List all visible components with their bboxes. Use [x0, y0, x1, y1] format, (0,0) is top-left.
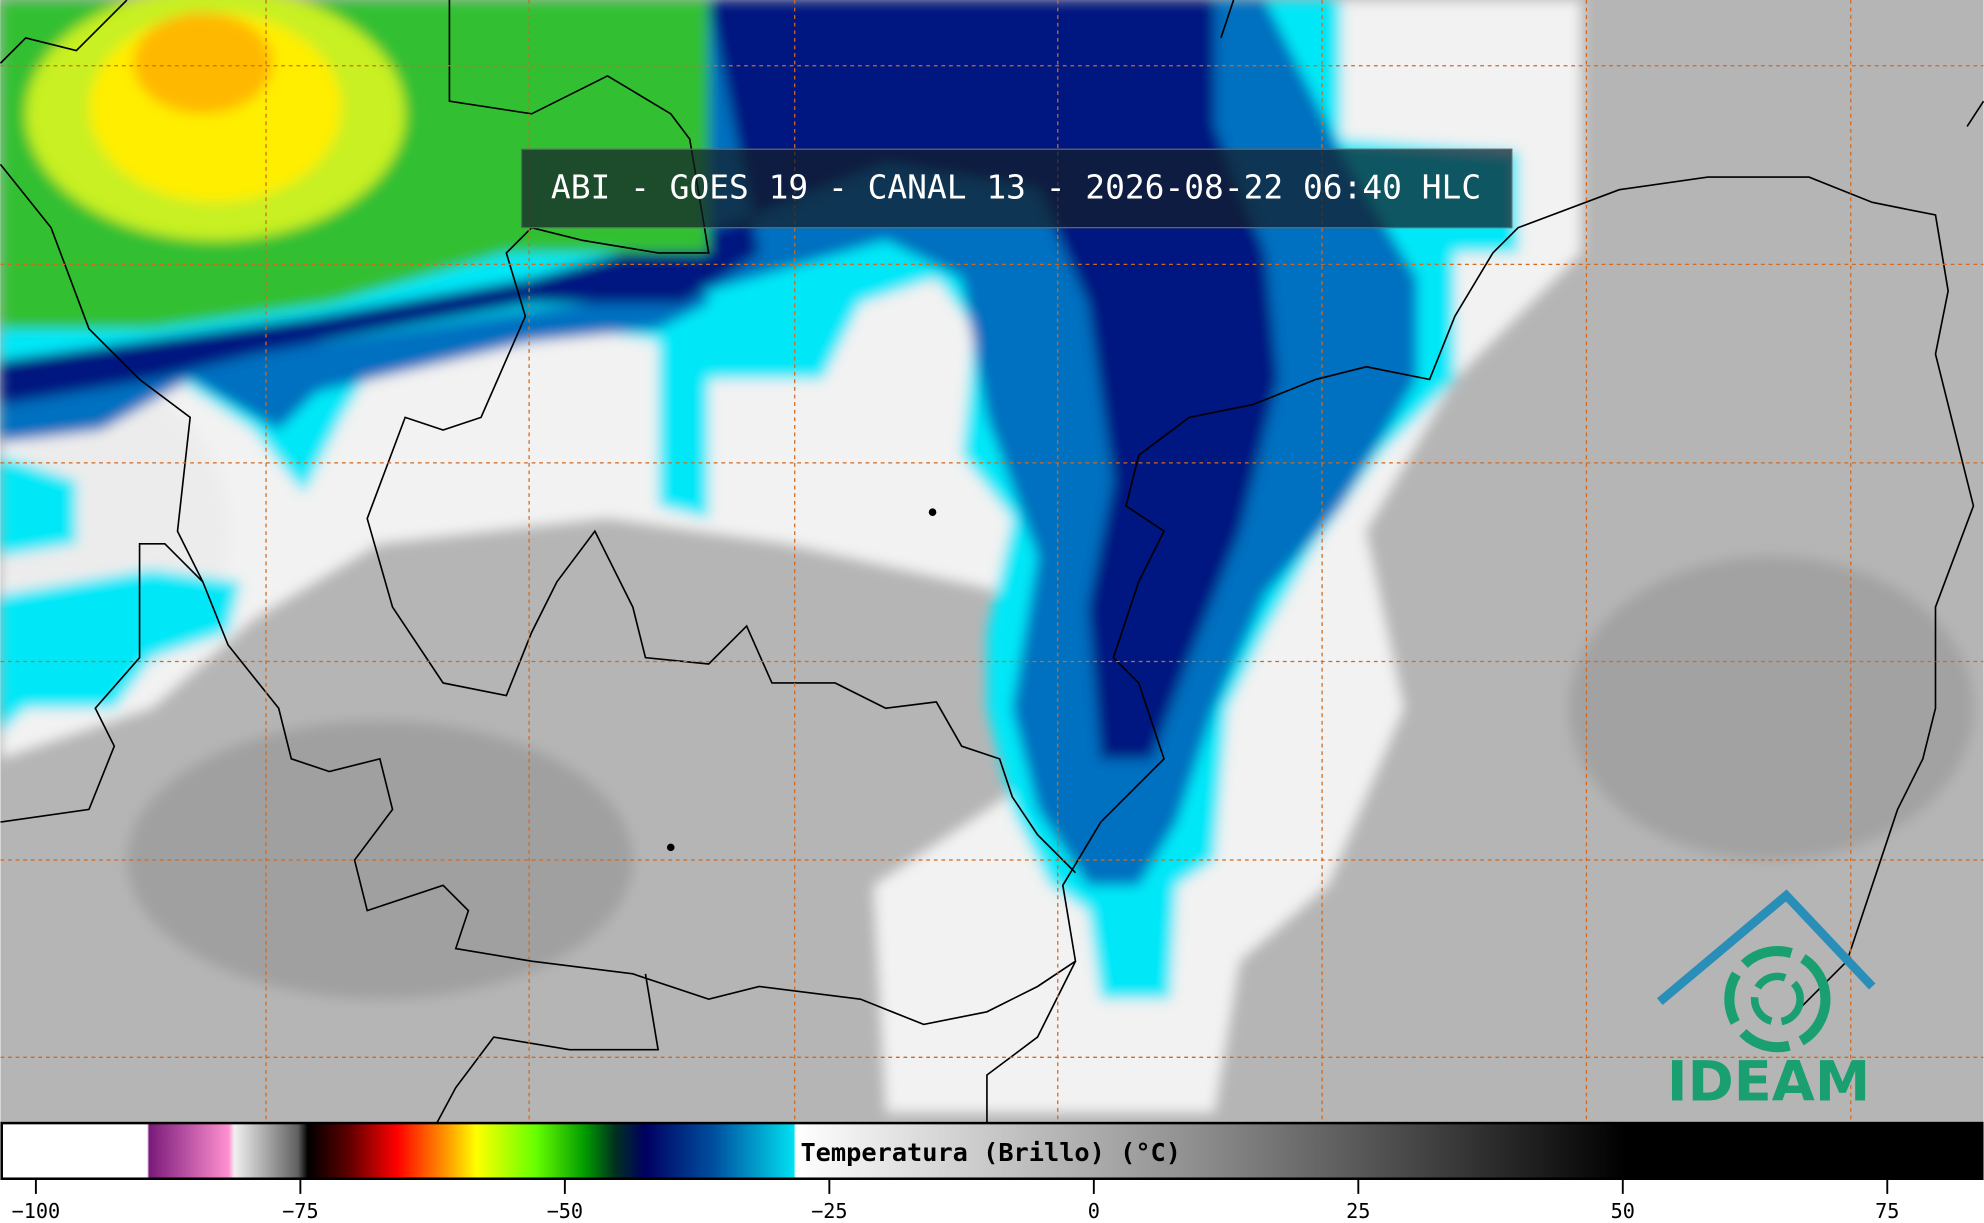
logo-text: IDEAM: [1667, 1049, 1870, 1114]
city-dot: [666, 843, 675, 852]
logo: IDEAM: [1656, 889, 1876, 1114]
border: [1966, 100, 1984, 127]
logo-swirl: [1724, 946, 1831, 1053]
tick-label: 25: [1346, 1199, 1370, 1223]
border: [986, 960, 1077, 1124]
tick-label: 0: [1088, 1199, 1100, 1223]
city-dot: [928, 508, 937, 517]
border: [0, 0, 128, 64]
tick-label: −100: [12, 1199, 61, 1223]
border: [0, 163, 1975, 1026]
graticule: [0, 0, 1984, 1124]
tick-label: −50: [547, 1199, 584, 1223]
border: [0, 543, 204, 823]
logo-swirl: [1750, 972, 1804, 1026]
title: ABI - GOES 19 - CANAL 13 - 2026-08-22 06…: [551, 168, 1481, 207]
tick-label: 75: [1875, 1199, 1899, 1223]
tick-label: −75: [282, 1199, 319, 1223]
cloud-orange: [133, 12, 273, 114]
title-box: [520, 148, 1513, 229]
tick-label: −25: [811, 1199, 848, 1223]
colorbar: [0, 1121, 1984, 1180]
logo-roof: [1656, 889, 1876, 1006]
tick-label: 50: [1611, 1199, 1635, 1223]
colorbar-ticks: −100 −75 −50 −25 0 25 50 75: [12, 1178, 1899, 1223]
cloud-gray: [1568, 556, 1974, 861]
colorbar-label: Temperatura (Brillo) (°C): [800, 1138, 1181, 1167]
border: [1220, 0, 1235, 39]
border: [436, 973, 660, 1124]
cloud-navy: [0, 0, 1278, 759]
